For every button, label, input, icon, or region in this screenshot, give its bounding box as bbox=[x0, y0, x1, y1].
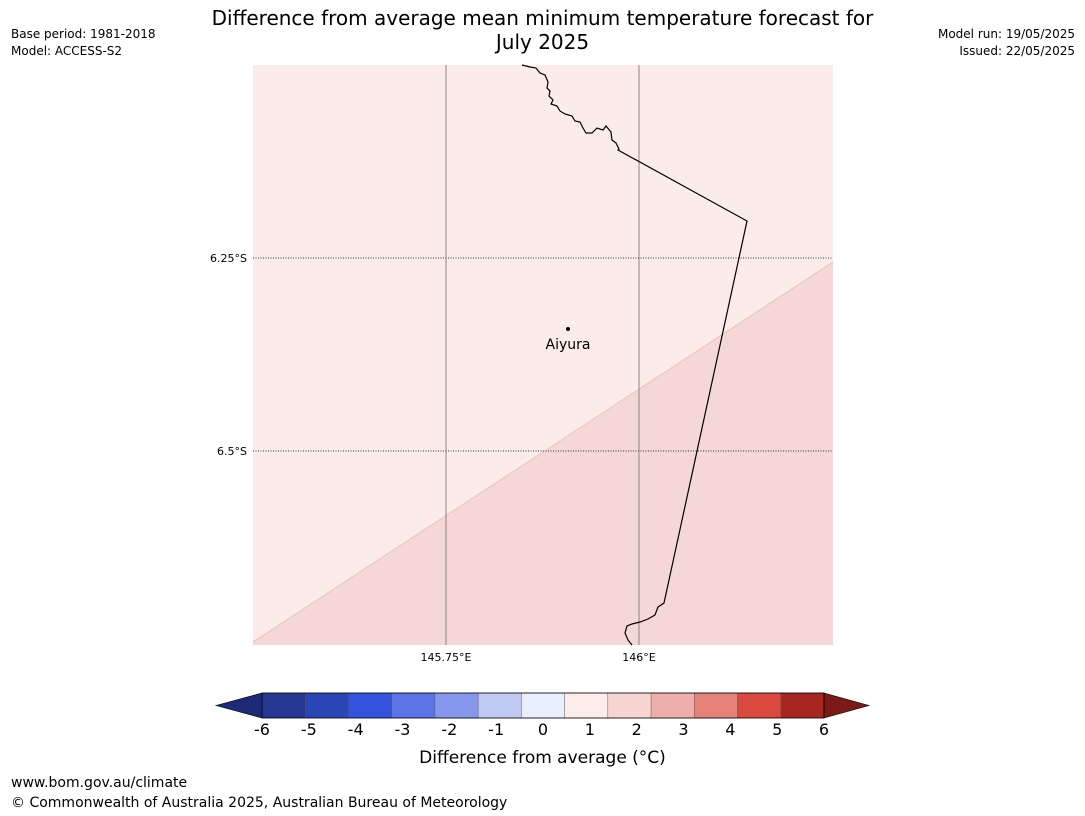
colorbar-swatch bbox=[261, 692, 306, 719]
meta-left: Base period: 1981-2018 Model: ACCESS-S2 bbox=[11, 26, 156, 60]
place-label: Aiyura bbox=[546, 337, 591, 353]
colorbar-tick-label: 4 bbox=[725, 720, 736, 739]
title-line-1: Difference from average mean minimum tem… bbox=[211, 6, 874, 30]
map-title: Difference from average mean minimum tem… bbox=[0, 6, 1085, 54]
colorbar bbox=[214, 692, 871, 719]
lon-label-146: 146°E bbox=[622, 651, 655, 664]
contour-line bbox=[252, 261, 834, 643]
colorbar-swatch bbox=[477, 692, 522, 719]
colorbar-swatch bbox=[737, 692, 781, 719]
footer-url[interactable]: www.bom.gov.au/climate bbox=[11, 775, 188, 791]
colorbar-tick-label: -6 bbox=[254, 720, 270, 739]
footer-copyright: © Commonwealth of Australia 2025, Austra… bbox=[11, 795, 508, 811]
colorbar-extend-low bbox=[214, 692, 263, 719]
boundary-line bbox=[521, 64, 748, 646]
lat-label-6-25: 6.25°S bbox=[210, 252, 247, 265]
colorbar-swatch bbox=[521, 692, 565, 719]
colorbar-label: Difference from average (°C) bbox=[419, 748, 666, 768]
colorbar-tick-label: 6 bbox=[818, 720, 830, 739]
base-period-text: Base period: 1981-2018 bbox=[11, 27, 156, 41]
colorbar-frame bbox=[261, 692, 825, 719]
anomaly-fill-medium bbox=[253, 262, 833, 645]
colorbar-swatch bbox=[694, 692, 738, 719]
colorbar-tick-label: 3 bbox=[678, 720, 689, 739]
title-line-2: July 2025 bbox=[495, 30, 590, 54]
lat-label-6-5: 6.5°S bbox=[217, 445, 247, 458]
model-text: Model: ACCESS-S2 bbox=[11, 44, 123, 58]
colorbar-tick-label: -3 bbox=[394, 720, 411, 739]
colorbar-swatch bbox=[305, 692, 349, 719]
lon-label-145-75: 145.75°E bbox=[421, 651, 472, 664]
colorbar-swatch bbox=[348, 692, 392, 719]
colorbar-swatch bbox=[564, 692, 609, 719]
meta-right: Model run: 19/05/2025 Issued: 22/05/2025 bbox=[938, 26, 1075, 60]
colorbar-tick-label: -2 bbox=[441, 720, 458, 739]
colorbar-tick-label: 0 bbox=[537, 720, 549, 739]
model-run-text: Model run: 19/05/2025 bbox=[937, 27, 1075, 41]
colorbar-tick-label: 2 bbox=[631, 720, 642, 739]
colorbar-swatch bbox=[780, 692, 825, 719]
colorbar-swatch bbox=[650, 692, 695, 719]
issued-text: Issued: 22/05/2025 bbox=[959, 44, 1075, 58]
colorbar-tick-label: 1 bbox=[584, 720, 595, 739]
colorbar-tick-label: 5 bbox=[772, 720, 783, 739]
colorbar-swatch bbox=[391, 692, 436, 719]
place-marker[interactable] bbox=[566, 327, 570, 331]
colorbar-tick-label: -5 bbox=[300, 720, 317, 739]
colorbar-extend-high bbox=[823, 692, 871, 719]
colorbar-swatch bbox=[607, 692, 652, 719]
colorbar-swatch bbox=[434, 692, 479, 719]
colorbar-tick-label: -4 bbox=[347, 720, 364, 739]
colorbar-tick-label: -1 bbox=[488, 720, 505, 739]
